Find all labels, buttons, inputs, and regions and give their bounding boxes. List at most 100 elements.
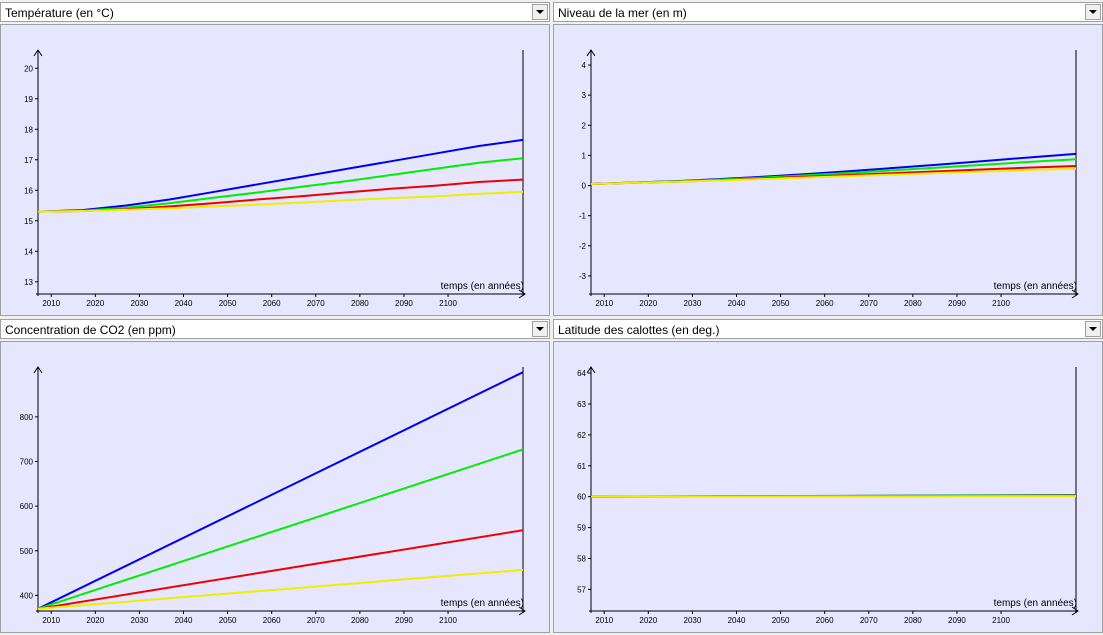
x-tick-label: 2030 — [684, 299, 702, 308]
variable-select-temperature[interactable]: Température (en °C) — [0, 2, 550, 22]
x-tick-label: 2070 — [860, 616, 878, 625]
x-tick-label: 2090 — [395, 299, 413, 308]
y-tick-label: 18 — [24, 125, 33, 134]
series-line-1 — [37, 371, 524, 610]
y-tick-label: 14 — [24, 247, 33, 256]
select-label: Concentration de CO2 (en ppm) — [5, 323, 176, 337]
x-tick-label: 2070 — [307, 616, 325, 625]
y-tick-label: 16 — [24, 186, 33, 195]
x-tick-label: 2020 — [639, 616, 657, 625]
x-tick-label: 2010 — [595, 299, 613, 308]
series-line-4 — [590, 167, 1077, 185]
chevron-down-icon[interactable] — [532, 321, 548, 337]
y-tick-label: 57 — [577, 585, 586, 594]
chevron-down-icon[interactable] — [532, 4, 548, 20]
y-tick-label: 3 — [582, 91, 587, 100]
y-tick-label: 600 — [20, 502, 34, 511]
x-axis-label: temps (en années) — [441, 598, 524, 609]
y-tick-label: 0 — [582, 182, 587, 191]
chevron-down-icon[interactable] — [1085, 321, 1101, 337]
y-tick-label: 20 — [24, 64, 33, 73]
variable-select-ice-caps[interactable]: Latitude des calottes (en deg.) — [553, 319, 1103, 339]
x-tick-label: 2060 — [816, 616, 834, 625]
x-tick-label: 2030 — [131, 299, 149, 308]
y-tick-label: 59 — [577, 524, 586, 533]
x-axis-label: temps (en années) — [994, 598, 1077, 609]
x-tick-label: 2060 — [263, 299, 281, 308]
chart-panel-temperature: Température (en °C) 13 14 15 16 17 18 19 20 2010… — [0, 2, 550, 316]
x-axis-arrow — [518, 606, 526, 616]
x-tick-label: 2090 — [395, 616, 413, 625]
x-tick-label: 2050 — [772, 299, 790, 308]
x-tick-label: 2020 — [639, 299, 657, 308]
x-tick-label: 2080 — [904, 616, 922, 625]
y-axis-arrow — [33, 49, 43, 57]
series-line-3 — [37, 529, 524, 610]
y-tick-label: -2 — [579, 242, 587, 251]
y-tick-label: 13 — [24, 278, 33, 287]
select-label: Latitude des calottes (en deg.) — [558, 323, 720, 337]
x-axis-arrow — [1071, 289, 1079, 299]
x-tick-label: 2080 — [904, 299, 922, 308]
x-tick-label: 2040 — [175, 616, 193, 625]
x-tick-label: 2020 — [86, 299, 104, 308]
series-line-4 — [37, 190, 524, 213]
plot-area-ice-caps: 57 58 59 60 61 62 63 64 2010 2020 2030 2040 2050 2060… — [553, 341, 1103, 633]
chart-panel-co2: Concentration de CO2 (en ppm) 400 500 600 7… — [0, 319, 550, 633]
y-tick-label: 400 — [20, 591, 34, 600]
x-tick-label: 2040 — [728, 616, 746, 625]
chevron-down-icon[interactable] — [1085, 4, 1101, 20]
plot-area-temperature: 13 14 15 16 17 18 19 20 2010 2020 2030 2040 2050 2060… — [0, 24, 550, 316]
x-tick-label: 2080 — [351, 616, 369, 625]
x-tick-label: 2040 — [175, 299, 193, 308]
x-tick-label: 2040 — [728, 299, 746, 308]
y-tick-label: 2 — [582, 121, 587, 130]
x-tick-label: 2070 — [307, 299, 325, 308]
y-tick-label: -1 — [579, 212, 587, 221]
y-tick-label: 500 — [20, 547, 34, 556]
select-label: Niveau de la mer (en m) — [558, 6, 687, 20]
y-axis-arrow — [33, 366, 43, 374]
plot-area-sea-level: -3 -2 -1 0 1 2 3 4 2010 2020 2030 2040 2050 2060 2070 2… — [553, 24, 1103, 316]
x-tick-label: 2060 — [263, 616, 281, 625]
y-tick-label: 17 — [24, 156, 33, 165]
y-tick-label: -3 — [579, 272, 587, 281]
x-tick-label: 2100 — [992, 616, 1010, 625]
y-tick-label: 58 — [577, 554, 586, 563]
x-tick-label: 2070 — [860, 299, 878, 308]
series-line-4 — [37, 568, 524, 610]
x-axis-arrow — [518, 289, 526, 299]
x-tick-label: 2030 — [131, 616, 149, 625]
y-tick-label: 800 — [20, 413, 34, 422]
y-tick-label: 15 — [24, 217, 33, 226]
x-axis-label: temps (en années) — [994, 281, 1077, 292]
x-tick-label: 2010 — [42, 299, 60, 308]
co2-chart-svg: 400 500 600 700 800 2010 2020 2030 2040 2050 2060 2… — [20, 366, 526, 625]
x-tick-label: 2020 — [86, 616, 104, 625]
series-line-1 — [37, 138, 524, 213]
x-tick-label: 2100 — [439, 616, 457, 625]
x-tick-label: 2050 — [772, 616, 790, 625]
chart-panel-sea-level: Niveau de la mer (en m) -3 -2 -1 0 1 2 3 4 2010 2… — [553, 2, 1103, 316]
x-tick-label: 2010 — [42, 616, 60, 625]
select-label: Température (en °C) — [5, 6, 114, 20]
y-tick-label: 60 — [577, 493, 586, 502]
x-tick-label: 2050 — [219, 299, 237, 308]
y-axis-arrow — [586, 366, 596, 374]
y-tick-label: 63 — [577, 400, 586, 409]
variable-select-co2[interactable]: Concentration de CO2 (en ppm) — [0, 319, 550, 339]
x-tick-label: 2060 — [816, 299, 834, 308]
y-tick-label: 64 — [577, 369, 586, 378]
x-axis-arrow — [1071, 606, 1079, 616]
variable-select-sea-level[interactable]: Niveau de la mer (en m) — [553, 2, 1103, 22]
x-tick-label: 2010 — [595, 616, 613, 625]
y-tick-label: 1 — [582, 151, 587, 160]
temperature-chart-svg: 13 14 15 16 17 18 19 20 2010 2020 2030 2040 2050 2060… — [24, 49, 526, 308]
y-tick-label: 19 — [24, 95, 33, 104]
y-axis-arrow — [586, 49, 596, 57]
x-tick-label: 2090 — [948, 616, 966, 625]
chart-panel-ice-caps: Latitude des calottes (en deg.) 57 58 59 60… — [553, 319, 1103, 633]
series-line-4 — [590, 495, 1077, 498]
series-line-2 — [37, 157, 524, 213]
x-tick-label: 2050 — [219, 616, 237, 625]
